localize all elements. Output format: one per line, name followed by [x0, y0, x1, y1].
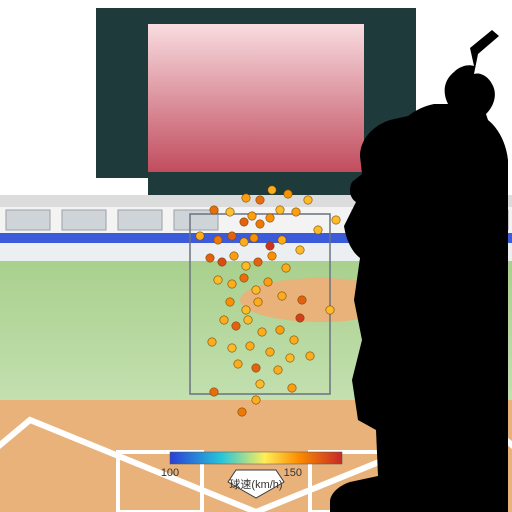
- legend-tick: 150: [284, 467, 302, 479]
- pitch-point: [238, 408, 246, 416]
- pitch-point: [230, 252, 238, 260]
- pitch-point: [226, 298, 234, 306]
- pitch-point: [314, 226, 322, 234]
- pitch-point: [240, 218, 248, 226]
- pitch-point: [332, 216, 340, 224]
- pitch-point: [252, 364, 260, 372]
- pitch-point: [250, 234, 258, 242]
- pitch-point: [252, 396, 260, 404]
- pitch-point: [274, 366, 282, 374]
- pitch-point: [284, 190, 292, 198]
- pitch-point: [326, 306, 334, 314]
- pitch-point: [254, 258, 262, 266]
- pitch-point: [256, 220, 264, 228]
- legend-tick: 100: [161, 467, 179, 479]
- pitch-point: [246, 342, 254, 350]
- pitch-point: [244, 316, 252, 324]
- pitch-point: [298, 296, 306, 304]
- scoreboard-screen: [148, 24, 364, 172]
- pitch-point: [210, 206, 218, 214]
- pitch-point: [276, 206, 284, 214]
- pitch-point: [232, 322, 240, 330]
- pitch-point: [304, 196, 312, 204]
- pitch-point: [214, 276, 222, 284]
- pitch-point: [278, 236, 286, 244]
- pitch-point: [288, 384, 296, 392]
- pitch-point: [296, 246, 304, 254]
- pitch-point: [228, 232, 236, 240]
- pitch-point: [268, 252, 276, 260]
- pitch-point: [278, 292, 286, 300]
- pitch-point: [306, 352, 314, 360]
- pitch-point: [292, 208, 300, 216]
- pitch-point: [254, 298, 262, 306]
- pitch-point: [248, 212, 256, 220]
- pitch-point: [226, 208, 234, 216]
- pitch-point: [256, 380, 264, 388]
- pitch-point: [206, 254, 214, 262]
- legend-bar: [170, 452, 342, 464]
- pitch-point: [266, 348, 274, 356]
- pitch-point: [214, 236, 222, 244]
- pitch-point: [208, 338, 216, 346]
- pitch-point: [258, 328, 266, 336]
- pitch-point: [264, 278, 272, 286]
- pitch-point: [228, 344, 236, 352]
- chart-svg: 100 150球速(km/h): [0, 0, 512, 512]
- pitch-point: [228, 280, 236, 288]
- pitch-point: [196, 232, 204, 240]
- pitch-point: [242, 306, 250, 314]
- pitch-location-chart: 100 150球速(km/h): [0, 0, 512, 512]
- pitch-point: [218, 258, 226, 266]
- pitch-point: [266, 214, 274, 222]
- pitch-point: [240, 274, 248, 282]
- pitch-point: [268, 186, 276, 194]
- pitch-point: [242, 262, 250, 270]
- pitch-point: [252, 286, 260, 294]
- pitch-point: [296, 314, 304, 322]
- pitch-point: [286, 354, 294, 362]
- pitch-point: [290, 336, 298, 344]
- pitch-point: [256, 196, 264, 204]
- pitch-point: [240, 238, 248, 246]
- pitch-point: [210, 388, 218, 396]
- legend-label: 球速(km/h): [229, 477, 282, 491]
- pitch-point: [234, 360, 242, 368]
- pitch-point: [266, 242, 274, 250]
- pitch-point: [282, 264, 290, 272]
- pitch-point: [276, 326, 284, 334]
- pitch-point: [220, 316, 228, 324]
- pitch-point: [242, 194, 250, 202]
